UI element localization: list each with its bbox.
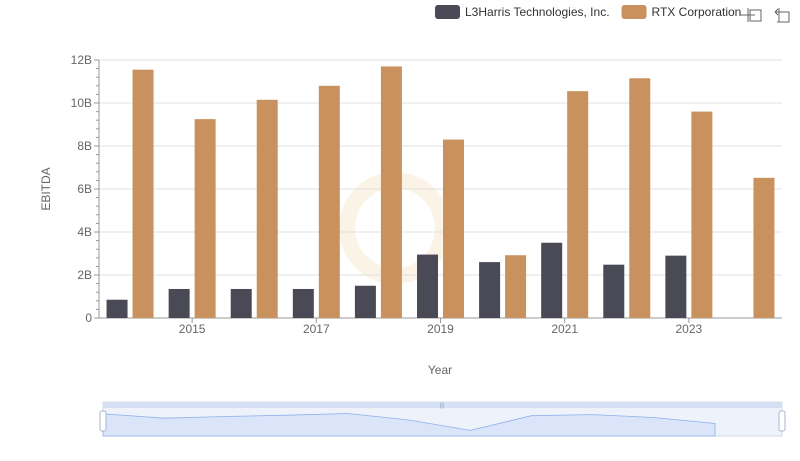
x-axis: 2015 2017 2019 2021 2023 [99, 317, 782, 336]
bar-l3harris-2022[interactable] [603, 264, 625, 318]
legend-item-l3harris[interactable]: L3Harris Technologies, Inc. [435, 5, 610, 19]
legend[interactable]: L3Harris Technologies, Inc. RTX Corporati… [435, 5, 741, 19]
bar-l3harris-2019[interactable] [417, 254, 438, 318]
y-tick-label: 6B [77, 182, 92, 196]
legend-swatch [621, 5, 647, 19]
y-tick-label: 4B [77, 225, 92, 239]
bar-rtx-2022[interactable] [629, 78, 651, 319]
legend-label: RTX Corporation [652, 5, 742, 19]
x-tick-label: 2023 [676, 322, 703, 336]
bar-rtx-2015[interactable] [194, 119, 216, 318]
bar-l3harris-2017[interactable] [292, 288, 314, 318]
bar-l3harris-2021[interactable] [541, 242, 563, 318]
bar-l3harris-2014[interactable] [106, 299, 128, 318]
bar-rtx-2019[interactable] [443, 139, 464, 318]
y-axis: 0 2B 4B 6B 8B 10B 12B [71, 53, 100, 325]
slider-handle-right[interactable] [778, 410, 786, 432]
y-tick-label: 8B [77, 139, 92, 153]
y-tick-label: 0 [85, 311, 92, 325]
x-tick-label: 2017 [303, 322, 330, 336]
slider-preview-area [102, 413, 716, 437]
bar-rtx-2024[interactable] [753, 177, 775, 318]
zoom-reset-icon[interactable] [774, 8, 790, 23]
y-tick-label: 10B [71, 96, 92, 110]
legend-swatch [435, 5, 460, 19]
bar-rtx-2017[interactable] [318, 85, 340, 318]
bar-rtx-2014[interactable] [132, 69, 154, 318]
y-axis-title: EBITDA [39, 167, 53, 210]
slider-handle-left[interactable] [99, 410, 107, 432]
bar-l3harris-2023[interactable] [665, 255, 687, 318]
x-tick-label: 2019 [427, 322, 454, 336]
bar-l3harris-2016[interactable] [230, 288, 252, 318]
x-axis-title: Year [428, 363, 452, 377]
svg-text:|||: ||| [440, 403, 445, 409]
y-tick-label: 12B [71, 53, 92, 67]
x-tick-label: 2015 [179, 322, 206, 336]
bar-rtx-2023[interactable] [691, 111, 713, 318]
bar-l3harris-2015[interactable] [168, 288, 190, 318]
bar-rtx-2020[interactable] [505, 255, 527, 318]
legend-item-rtx[interactable]: RTX Corporation [621, 5, 742, 19]
y-tick-label: 2B [77, 268, 92, 282]
bars [106, 66, 775, 319]
zoom-slider[interactable]: ||| [99, 401, 786, 437]
x-tick-label: 2021 [551, 322, 578, 336]
bar-rtx-2021[interactable] [567, 91, 589, 318]
legend-label: L3Harris Technologies, Inc. [465, 5, 610, 19]
zoom-icon[interactable] [741, 8, 762, 22]
bar-rtx-2016[interactable] [256, 99, 278, 319]
bar-l3harris-2020[interactable] [479, 262, 501, 318]
bar-l3harris-2018[interactable] [354, 285, 376, 318]
bar-rtx-2018[interactable] [380, 66, 402, 318]
